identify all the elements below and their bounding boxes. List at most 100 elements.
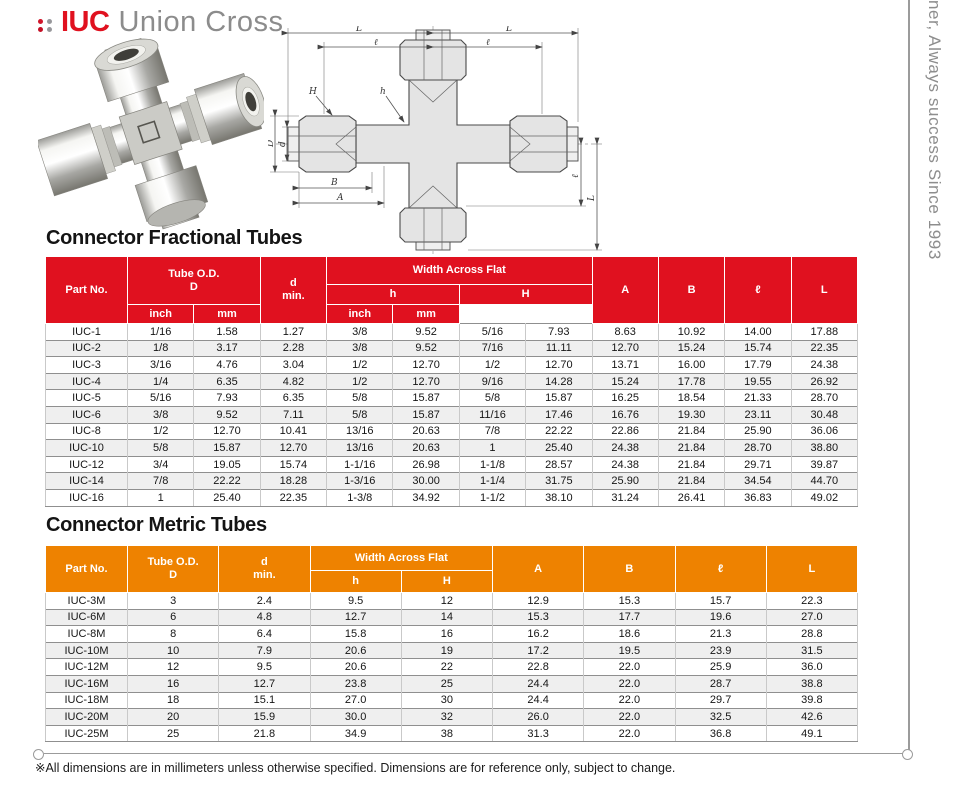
value-cell: 9.52 xyxy=(392,339,460,357)
value-cell: 4.8 xyxy=(218,608,311,626)
part-no-cell: IUC-25M xyxy=(45,724,128,743)
value-cell: 17.88 xyxy=(790,323,859,341)
col-header-d-min-line1: d xyxy=(261,556,268,569)
value-cell: 31.3 xyxy=(491,724,585,743)
value-cell: 21.3 xyxy=(674,625,767,643)
part-no-cell: IUC-16 xyxy=(45,488,128,507)
logo: IUC Union Cross xyxy=(38,6,284,39)
value-cell: 25 xyxy=(400,674,494,693)
value-cell: 17.2 xyxy=(491,641,585,659)
value-cell: 3/16 xyxy=(126,356,195,374)
value-cell: 1-1/8 xyxy=(458,455,527,473)
part-no-cell: IUC-16M xyxy=(45,674,128,693)
value-cell: 1/16 xyxy=(126,323,195,341)
value-cell: 6.35 xyxy=(259,389,328,407)
table-row: IUC-16M 16 12.7 23.8 25 24.4 22.0 28.7 38.8 xyxy=(45,674,859,693)
value-cell: 25.9 xyxy=(674,658,767,676)
value-cell: 12.9 xyxy=(491,592,585,610)
value-cell: 19.5 xyxy=(583,641,676,659)
value-cell: 38.10 xyxy=(525,488,593,507)
metric-table-header: Part No. Tube O.D. D d min. Width Across… xyxy=(45,545,859,593)
col-header-l-small: ℓ xyxy=(724,256,792,324)
value-cell: 1.27 xyxy=(259,323,328,341)
col-header-d-min: d min. xyxy=(218,545,311,593)
value-cell: 42.6 xyxy=(765,708,859,726)
value-cell: 21.84 xyxy=(657,439,726,457)
col-header-d-min-line2: min. xyxy=(253,569,276,581)
value-cell: 21.84 xyxy=(657,455,726,473)
col-header-l-big: L xyxy=(790,256,859,324)
value-cell: 2.28 xyxy=(259,339,328,357)
value-cell: 15.74 xyxy=(259,455,328,473)
value-cell: 15.1 xyxy=(218,691,311,709)
section-title-metric: Connector Metric Tubes xyxy=(46,514,267,536)
table-row: IUC-10M 10 7.9 20.6 19 17.2 19.5 23.9 31.5 xyxy=(45,641,859,659)
value-cell: 15.24 xyxy=(591,372,659,390)
value-cell: 21.8 xyxy=(218,724,311,743)
value-cell: 3/8 xyxy=(326,323,394,341)
value-cell: 12.7 xyxy=(218,674,311,693)
technical-drawing: L L ℓ ℓ H h D d B A ℓ L xyxy=(268,26,602,254)
value-cell: 20.6 xyxy=(309,658,402,676)
value-cell: 19 xyxy=(400,641,494,659)
value-cell: 27.0 xyxy=(309,691,402,709)
value-cell: 28.70 xyxy=(724,439,792,457)
value-cell: 1.58 xyxy=(193,323,261,341)
table-row: IUC-10 5/8 15.87 12.70 13/16 20.63 1 25.40 24.38… xyxy=(45,439,859,457)
part-no-cell: IUC-10 xyxy=(45,439,128,457)
product-photo xyxy=(38,38,264,230)
value-cell: 16.00 xyxy=(657,356,726,374)
value-cell: 15.3 xyxy=(583,592,676,610)
table-row: IUC-1 1/16 1.58 1.27 3/8 9.52 5/16 7.93 8.63 10.9… xyxy=(45,323,859,341)
fractional-table-header: Part No. Tube O.D. D d min. Width Across… xyxy=(45,256,859,324)
part-no-cell: IUC-1 xyxy=(45,323,128,341)
value-cell: 17.46 xyxy=(525,405,593,424)
dim-label-D: D xyxy=(268,140,276,148)
value-cell: 19.30 xyxy=(657,405,726,424)
page-right-rule xyxy=(908,0,910,752)
value-cell: 7.93 xyxy=(193,389,261,407)
part-no-cell: IUC-20M xyxy=(45,708,128,726)
value-cell: 3.04 xyxy=(259,356,328,374)
dim-label-d: d xyxy=(278,141,288,147)
value-cell: 11/16 xyxy=(458,405,527,424)
value-cell: 30.00 xyxy=(392,472,460,490)
value-cell: 25.90 xyxy=(724,422,792,440)
value-cell: 49.1 xyxy=(765,724,859,743)
value-cell: 5/16 xyxy=(458,323,527,341)
value-cell: 25.40 xyxy=(525,439,593,457)
value-cell: 15.24 xyxy=(657,339,726,357)
value-cell: 9/16 xyxy=(458,372,527,390)
col-header-width-across-flat: Width Across Flat xyxy=(309,545,493,571)
value-cell: 12.70 xyxy=(392,372,460,390)
value-cell: 8 xyxy=(126,625,220,643)
value-cell: 26.92 xyxy=(790,372,859,390)
col-header-d-min-line1: d xyxy=(290,277,297,290)
value-cell: 20.63 xyxy=(392,439,460,457)
col-header-tube-od: Tube O.D. D xyxy=(126,545,220,593)
value-cell: 1/2 xyxy=(458,356,527,374)
value-cell: 16 xyxy=(400,625,494,643)
dim-label-L-right: L xyxy=(587,195,597,202)
value-cell: 17.78 xyxy=(657,372,726,390)
value-cell: 1 xyxy=(126,488,195,507)
value-cell: 12.70 xyxy=(591,339,659,357)
value-cell: 29.7 xyxy=(674,691,767,709)
col-header-a: A xyxy=(491,545,585,593)
value-cell: 1 xyxy=(458,439,527,457)
value-cell: 7.9 xyxy=(218,641,311,659)
value-cell: 34.92 xyxy=(392,488,460,507)
col-header-a: A xyxy=(591,256,659,324)
logo-dots-icon xyxy=(38,18,52,33)
col-header-h-small: h xyxy=(326,284,460,305)
dim-label-B: B xyxy=(330,178,338,188)
value-cell: 22.0 xyxy=(583,724,676,743)
value-cell: 31.5 xyxy=(765,641,859,659)
value-cell: 1-3/16 xyxy=(326,472,394,490)
value-cell: 6.35 xyxy=(193,372,261,390)
value-cell: 24.38 xyxy=(790,356,859,374)
part-no-cell: IUC-5 xyxy=(45,389,128,407)
col-header-width-across-flat: Width Across Flat xyxy=(326,256,593,285)
value-cell: 26.0 xyxy=(491,708,585,726)
value-cell: 19.55 xyxy=(724,372,792,390)
